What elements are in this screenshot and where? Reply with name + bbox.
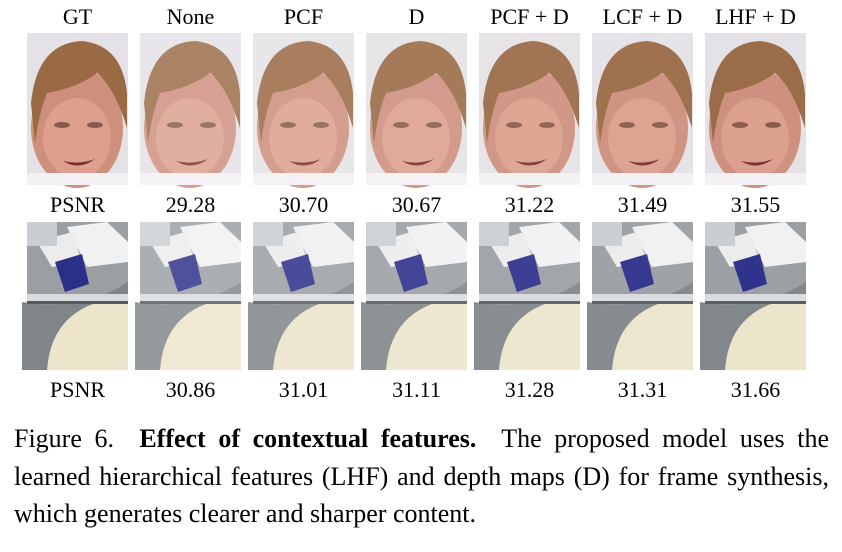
column-header: PCF [284,4,323,29]
column-header: None [167,4,215,29]
frame-image [366,33,467,188]
column-header: PCF + D [490,4,568,29]
frame-image [27,33,128,188]
frame-image [474,222,580,370]
frame-image [479,33,580,188]
frame-image [705,33,806,188]
column-header: D [409,4,425,29]
frame-image [592,33,693,188]
column-header: GT [63,4,93,29]
frame-image [587,222,693,370]
psnr-value: 29.28 [166,192,216,217]
psnr-value: 31.28 [505,377,555,402]
psnr-value: 31.11 [392,377,441,402]
row-label: PSNR [50,377,105,402]
column-header: LCF + D [603,4,683,29]
caption-text: The proposed model uses the learned hier… [14,424,830,528]
frame-image [253,33,354,188]
psnr-value: 31.31 [618,377,668,402]
psnr-value: 31.01 [279,377,329,402]
frame-image [140,33,241,188]
psnr-value: 31.55 [731,192,781,217]
psnr-value: 30.86 [166,377,216,402]
figure: GT None PCF D PCF + D LCF + D LHF + D PSNR 29.28… [22,4,806,402]
psnr-value: 31.22 [505,192,555,217]
caption-label: Figure 6. [14,424,115,453]
column-header: LHF + D [715,4,796,29]
caption-title: Effect of contextual features. [139,424,477,453]
frame-image [361,222,467,370]
psnr-value: 30.67 [392,192,442,217]
caption: Figure 6. Effect of contextual features.… [14,420,829,533]
frame-image [700,222,806,370]
psnr-value: 30.70 [279,192,329,217]
frame-image [22,222,128,370]
psnr-value: 31.66 [731,377,781,402]
frame-image [248,222,354,370]
psnr-value: 31.49 [618,192,668,217]
frame-image [135,222,241,370]
row-label: PSNR [50,192,105,217]
